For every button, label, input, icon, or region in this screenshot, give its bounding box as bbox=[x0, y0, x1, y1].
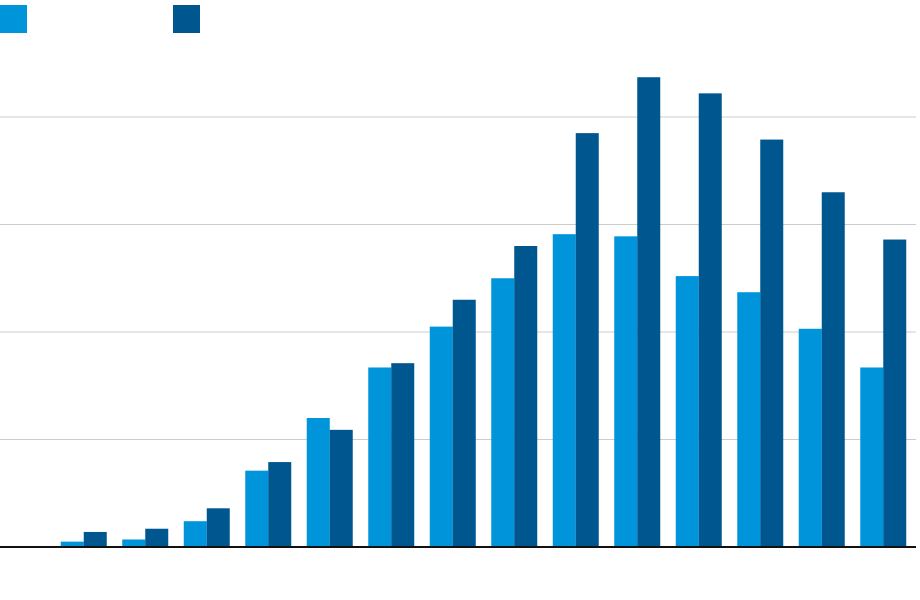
bar bbox=[145, 528, 169, 547]
bar bbox=[391, 363, 415, 547]
bar bbox=[122, 539, 146, 547]
bar bbox=[306, 418, 330, 547]
bar bbox=[368, 367, 392, 547]
bar bbox=[698, 93, 722, 547]
bar bbox=[737, 292, 761, 547]
bar bbox=[245, 470, 269, 547]
bar bbox=[614, 236, 638, 547]
bar bbox=[183, 521, 207, 547]
bar bbox=[329, 429, 353, 547]
bar bbox=[429, 326, 453, 547]
bar bbox=[206, 508, 230, 547]
bar bbox=[798, 328, 822, 547]
bar bbox=[552, 234, 576, 548]
bar bbox=[860, 367, 884, 547]
legend-swatch bbox=[173, 5, 200, 33]
bar bbox=[60, 541, 84, 547]
bar bbox=[575, 133, 599, 547]
bar bbox=[83, 531, 107, 547]
bar bbox=[637, 77, 661, 547]
bar bbox=[821, 192, 845, 547]
bar bbox=[452, 299, 476, 547]
bar bbox=[760, 139, 784, 547]
legend-swatch bbox=[0, 5, 27, 33]
bar bbox=[268, 462, 292, 547]
bar bbox=[514, 246, 538, 547]
bar bbox=[491, 278, 515, 547]
bar bbox=[675, 276, 699, 547]
bar bbox=[883, 239, 907, 548]
